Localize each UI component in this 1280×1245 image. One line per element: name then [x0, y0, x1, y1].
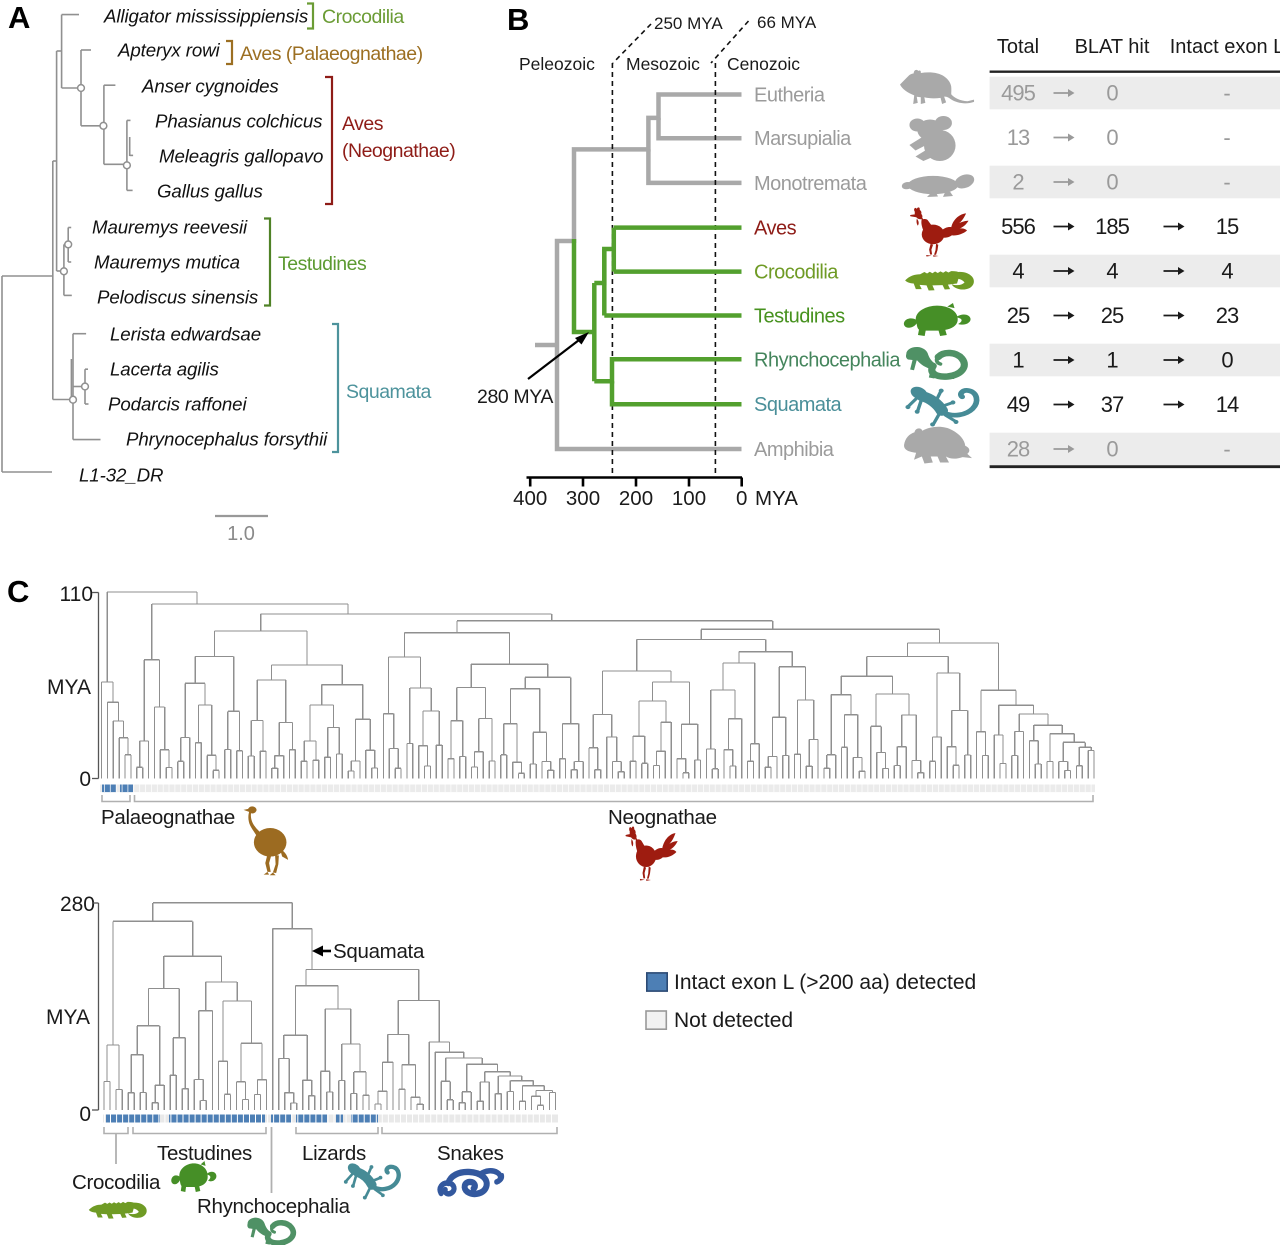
- svg-text:MYA: MYA: [46, 1006, 90, 1029]
- svg-text:23: 23: [1216, 303, 1239, 328]
- svg-text:Lizards: Lizards: [302, 1142, 366, 1165]
- svg-text:495: 495: [1001, 81, 1035, 106]
- svg-text:185: 185: [1095, 214, 1129, 239]
- svg-text:BLAT hit: BLAT hit: [1075, 36, 1150, 58]
- svg-text:0: 0: [736, 487, 747, 510]
- svg-text:0: 0: [1221, 348, 1233, 373]
- svg-text:Lacerta agilis: Lacerta agilis: [110, 359, 219, 380]
- svg-text:-: -: [1223, 437, 1230, 462]
- svg-text:L1-32_DR: L1-32_DR: [79, 465, 163, 486]
- svg-text:Peleozoic: Peleozoic: [519, 54, 595, 74]
- svg-text:0: 0: [1106, 125, 1118, 150]
- svg-text:Mauremys reevesii: Mauremys reevesii: [92, 217, 248, 238]
- svg-text:4: 4: [1012, 259, 1024, 284]
- svg-text:15: 15: [1216, 214, 1239, 239]
- svg-text:100: 100: [672, 487, 706, 510]
- svg-text:1: 1: [1012, 348, 1024, 373]
- svg-text:Alligator mississippiensis: Alligator mississippiensis: [103, 6, 308, 27]
- svg-text:Monotremata: Monotremata: [754, 173, 868, 195]
- svg-text:Mauremys mutica: Mauremys mutica: [94, 252, 240, 273]
- svg-text:0: 0: [1106, 81, 1118, 106]
- svg-text:Squamata: Squamata: [333, 940, 425, 963]
- svg-text:Testudines: Testudines: [754, 306, 845, 328]
- svg-text:Intact exon L (>200 aa) detect: Intact exon L (>200 aa) detected: [674, 971, 976, 994]
- svg-text:400: 400: [513, 487, 547, 510]
- svg-text:Snakes: Snakes: [437, 1142, 504, 1165]
- svg-text:280: 280: [60, 893, 95, 916]
- svg-text:556: 556: [1001, 214, 1035, 239]
- svg-text:0: 0: [79, 768, 91, 791]
- svg-text:Palaeognathae: Palaeognathae: [101, 806, 235, 829]
- svg-text:Crocodilia: Crocodilia: [72, 1171, 161, 1194]
- svg-text:Aves (Palaeognathae): Aves (Palaeognathae): [240, 43, 423, 65]
- svg-text:Testudines: Testudines: [278, 253, 367, 275]
- svg-text:Squamata: Squamata: [754, 394, 843, 416]
- svg-text:280 MYA: 280 MYA: [477, 386, 553, 408]
- svg-text:Marsupialia: Marsupialia: [754, 128, 852, 150]
- svg-text:0: 0: [1106, 437, 1118, 462]
- svg-text:300: 300: [566, 487, 600, 510]
- svg-text:Amphibia: Amphibia: [754, 439, 835, 461]
- svg-text:Mesozoic: Mesozoic: [626, 54, 700, 74]
- svg-text:C: C: [7, 574, 29, 609]
- svg-text:Rhynchocephalia: Rhynchocephalia: [197, 1195, 351, 1218]
- svg-text:Cenozoic: Cenozoic: [727, 54, 800, 74]
- svg-text:A: A: [8, 0, 30, 35]
- svg-text:Aves: Aves: [342, 113, 384, 135]
- svg-text:Phasianus colchicus: Phasianus colchicus: [155, 111, 322, 132]
- svg-text:MYA: MYA: [47, 676, 91, 699]
- svg-text:Total: Total: [997, 36, 1039, 58]
- svg-text:25: 25: [1007, 303, 1030, 328]
- svg-text:(Neognathae): (Neognathae): [342, 140, 455, 162]
- svg-text:14: 14: [1216, 392, 1239, 417]
- svg-text:-: -: [1223, 125, 1230, 150]
- svg-text:-: -: [1223, 81, 1230, 106]
- svg-text:4: 4: [1221, 259, 1233, 284]
- svg-text:Not detected: Not detected: [674, 1009, 793, 1032]
- svg-text:Meleagris gallopavo: Meleagris gallopavo: [159, 146, 323, 167]
- svg-text:Neognathae: Neognathae: [608, 806, 717, 829]
- svg-text:Pelodiscus sinensis: Pelodiscus sinensis: [97, 287, 258, 308]
- svg-text:Rhynchocephalia: Rhynchocephalia: [754, 349, 901, 371]
- svg-text:0: 0: [79, 1103, 91, 1126]
- svg-text:13: 13: [1007, 125, 1030, 150]
- svg-text:Anser cygnoides: Anser cygnoides: [141, 76, 279, 97]
- svg-text:110: 110: [60, 583, 93, 606]
- svg-text:Lerista edwardsae: Lerista edwardsae: [110, 324, 261, 345]
- svg-text:2: 2: [1012, 170, 1024, 195]
- svg-text:Squamata: Squamata: [346, 381, 432, 403]
- svg-text:Crocodilia: Crocodilia: [754, 262, 839, 284]
- svg-text:Gallus gallus: Gallus gallus: [157, 181, 263, 202]
- svg-text:37: 37: [1101, 392, 1124, 417]
- svg-text:Intact exon L: Intact exon L: [1170, 36, 1280, 58]
- svg-text:Phrynocephalus forsythii: Phrynocephalus forsythii: [126, 429, 328, 450]
- svg-text:4: 4: [1106, 259, 1118, 284]
- svg-text:Eutheria: Eutheria: [754, 85, 826, 107]
- svg-text:Podarcis raffonei: Podarcis raffonei: [108, 394, 247, 415]
- svg-text:Apteryx rowi: Apteryx rowi: [117, 40, 221, 61]
- svg-text:Aves: Aves: [754, 218, 797, 240]
- svg-text:Crocodilia: Crocodilia: [322, 6, 404, 28]
- svg-text:200: 200: [619, 487, 653, 510]
- svg-text:28: 28: [1007, 437, 1030, 462]
- svg-text:MYA: MYA: [755, 487, 798, 510]
- svg-text:Testudines: Testudines: [157, 1142, 252, 1165]
- svg-text:0: 0: [1106, 170, 1118, 195]
- svg-text:1.0: 1.0: [227, 523, 255, 545]
- svg-text:250 MYA: 250 MYA: [654, 14, 723, 33]
- svg-text:1: 1: [1106, 348, 1118, 373]
- svg-text:-: -: [1223, 170, 1230, 195]
- svg-text:25: 25: [1101, 303, 1124, 328]
- svg-text:49: 49: [1007, 392, 1030, 417]
- svg-text:66 MYA: 66 MYA: [757, 13, 817, 32]
- svg-text:B: B: [507, 2, 529, 37]
